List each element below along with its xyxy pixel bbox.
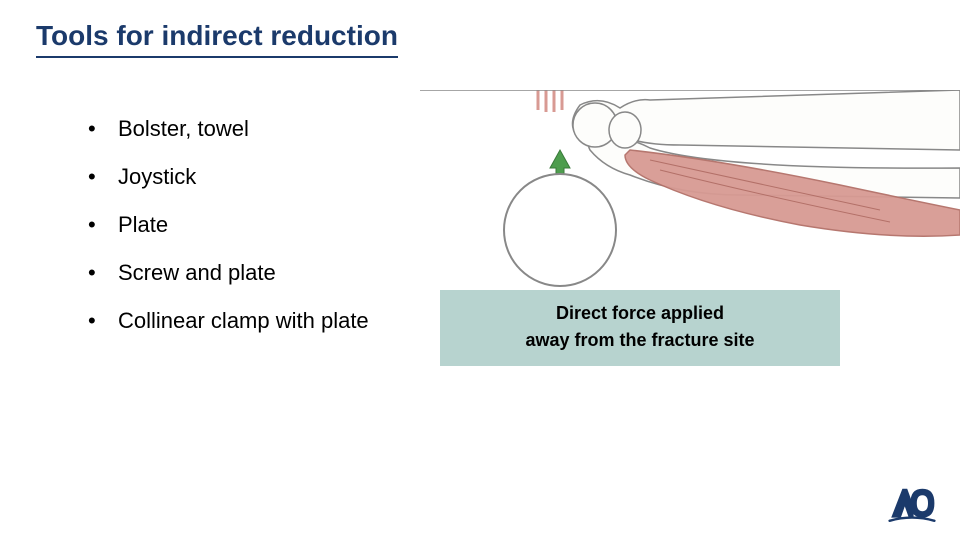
- list-item: Collinear clamp with plate: [88, 308, 448, 334]
- slide-title: Tools for indirect reduction: [36, 20, 398, 58]
- ao-logo: [888, 484, 936, 524]
- list-item: Plate: [88, 212, 448, 238]
- caption-line-1: Direct force applied: [450, 300, 830, 327]
- caption-line-2: away from the fracture site: [450, 327, 830, 354]
- elbow-diagram: [420, 90, 960, 290]
- list-item: Screw and plate: [88, 260, 448, 286]
- bullet-list: Bolster, towel Joystick Plate Screw and …: [48, 116, 448, 356]
- list-item: Bolster, towel: [88, 116, 448, 142]
- list-item: Joystick: [88, 164, 448, 190]
- caption-box: Direct force applied away from the fract…: [440, 290, 840, 366]
